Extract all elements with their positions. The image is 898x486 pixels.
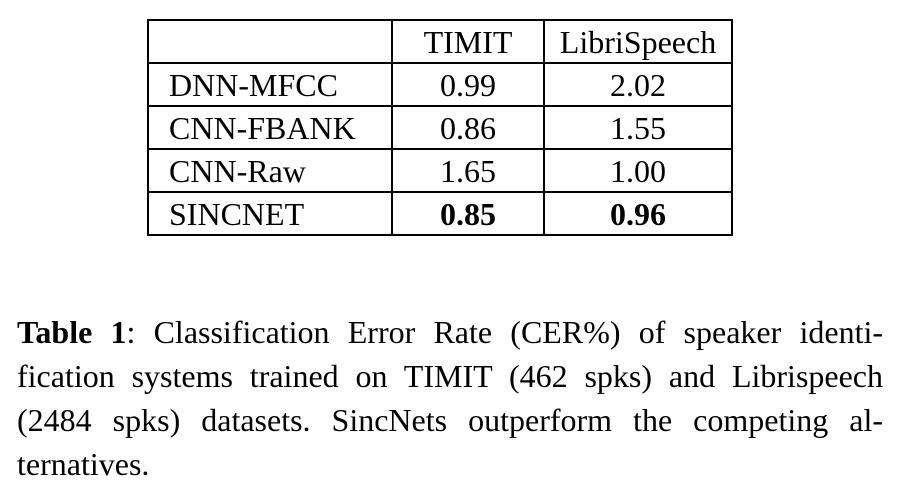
row-timit-value: 0.99 — [391, 62, 545, 107]
header-librispeech: LibriSpeech — [543, 19, 733, 64]
results-table: TIMIT LibriSpeech DNN-MFCC 0.99 2.02 CNN… — [147, 19, 733, 236]
row-timit-value: 0.86 — [391, 105, 545, 150]
row-method: DNN-MFCC — [147, 62, 393, 107]
table-row: CNN-Raw 1.65 1.00 — [147, 148, 733, 193]
row-librispeech-value-best: 0.96 — [543, 191, 733, 236]
row-librispeech-value: 2.02 — [543, 62, 733, 107]
row-librispeech-value: 1.00 — [543, 148, 733, 193]
row-timit-value: 1.65 — [391, 148, 545, 193]
table-row: DNN-MFCC 0.99 2.02 — [147, 62, 733, 107]
row-librispeech-value: 1.55 — [543, 105, 733, 150]
header-method — [147, 19, 393, 64]
row-method: CNN-Raw — [147, 148, 393, 193]
row-method: SINCNET — [147, 191, 393, 236]
table-row: SINCNET 0.85 0.96 — [147, 191, 733, 236]
table-row: CNN-FBANK 0.86 1.55 — [147, 105, 733, 150]
header-timit: TIMIT — [391, 19, 545, 64]
table-caption: Table 1: Classification Error Rate (CER%… — [17, 310, 883, 486]
row-method: CNN-FBANK — [147, 105, 393, 150]
caption-text: : Classification Error Rate (CER%) of sp… — [17, 314, 884, 482]
caption-label: Table 1 — [17, 314, 127, 350]
row-timit-value-best: 0.85 — [391, 191, 545, 236]
table-header-row: TIMIT LibriSpeech — [147, 19, 733, 64]
